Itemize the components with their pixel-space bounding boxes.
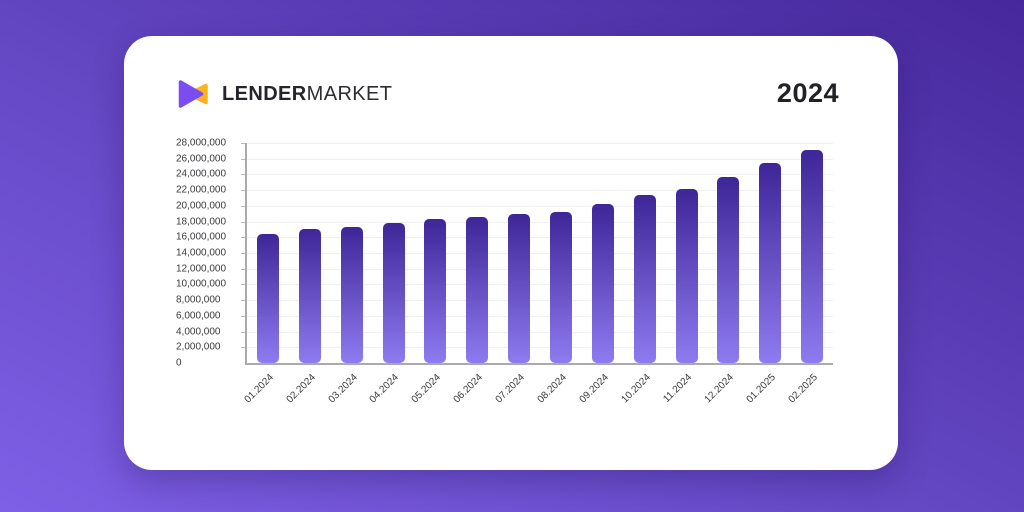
gridline (247, 284, 833, 286)
gridline (247, 190, 833, 192)
y-axis-tick (241, 205, 245, 207)
x-axis-label: 06.2024 (451, 372, 485, 406)
x-axis-label: 07.2024 (493, 372, 527, 406)
plot-area: 0 2,000,000 4,000,000 6,000,000 8,000,000 10,… (176, 138, 833, 405)
y-axis-tick (241, 347, 245, 349)
gridline (247, 221, 833, 223)
gridline (247, 143, 833, 144)
y-axis-tick (241, 284, 245, 286)
y-axis-label: 4,000,000 (176, 326, 221, 338)
bar-05.2024 (424, 219, 447, 363)
y-axis-label: 28,000,000 (176, 137, 227, 149)
y-axis-label: 20,000,000 (176, 200, 227, 212)
lendermarket-logo-icon (178, 80, 208, 108)
bar-06.2024 (466, 216, 489, 363)
y-axis-tick (241, 268, 245, 270)
y-axis-label: 18,000,000 (176, 216, 227, 228)
chart-card: LENDERMARKET 2024 0 2,000,000 4,000,000 6,0… (124, 36, 898, 470)
y-axis-tick (241, 237, 245, 239)
gridline (247, 253, 833, 254)
gridline (247, 268, 833, 270)
bar-01.2025 (759, 163, 782, 363)
y-axis-tick (241, 158, 245, 160)
y-axis-label: 10,000,000 (176, 278, 227, 290)
x-axis-label: 10.2024 (619, 372, 653, 406)
bar-08.2024 (549, 212, 572, 363)
brand-logo: LENDERMARKET (176, 78, 392, 110)
y-axis-label: 22,000,000 (176, 184, 227, 196)
logo-purple-triangle (178, 80, 204, 108)
y-axis-label: 6,000,000 (176, 310, 221, 322)
y-axis-tick (241, 253, 245, 254)
bar-03.2024 (340, 227, 363, 363)
gridline (247, 158, 833, 160)
gridline (247, 300, 833, 302)
x-axis-label: 04.2024 (367, 372, 402, 406)
bar-11.2024 (675, 189, 698, 363)
brand-name-regular: MARKET (306, 82, 393, 105)
gridline (247, 237, 833, 239)
brand-name-bold: LENDER (222, 82, 307, 105)
x-axis-label: 08.2024 (535, 372, 569, 406)
y-axis-label: 14,000,000 (176, 247, 227, 259)
y-axis-tick (241, 315, 245, 317)
x-axis-label: 02.2024 (284, 372, 318, 406)
bar-02.2024 (298, 228, 321, 363)
y-axis-label: 12,000,000 (176, 263, 227, 275)
x-axis-label: 02.2025 (786, 372, 820, 406)
bar-01.2024 (256, 234, 279, 363)
x-axis-label: 12.2024 (702, 372, 737, 406)
y-axis-label: 24,000,000 (176, 168, 227, 180)
bar-07.2024 (508, 213, 531, 363)
y-axis-tick (241, 190, 245, 192)
y-axis-tick (241, 221, 245, 223)
y-axis-label: 16,000,000 (176, 231, 227, 243)
brand-name: LENDERMARKET (222, 83, 392, 106)
x-axis-label: 11.2024 (661, 372, 695, 405)
gridline (247, 174, 833, 176)
bar-12.2024 (717, 176, 740, 363)
x-axis-label: 05.2024 (409, 372, 444, 406)
x-axis-label: 09.2024 (577, 372, 611, 406)
bar-02.2025 (801, 150, 824, 363)
y-axis-tick (241, 143, 245, 144)
bar-10.2024 (633, 194, 656, 363)
y-axis-label: 2,000,000 (176, 341, 221, 353)
y-axis-label: 8,000,000 (176, 294, 221, 306)
bar-04.2024 (382, 223, 405, 363)
x-axis-label: 03.2024 (326, 372, 360, 406)
gridline (247, 331, 833, 333)
y-axis-tick (241, 331, 245, 333)
y-axis-tick (241, 300, 245, 302)
gridline (247, 315, 833, 317)
gridline (247, 205, 833, 207)
bar-09.2024 (591, 203, 614, 363)
y-axis-tick (241, 174, 245, 176)
x-axis-label: 01.2024 (242, 372, 276, 406)
year-title: 2024 (776, 78, 839, 108)
x-axis-label: 01.2025 (744, 372, 778, 406)
y-axis-label: 0 (176, 357, 182, 369)
gridline (247, 347, 833, 349)
y-axis-label: 26,000,000 (176, 153, 227, 165)
